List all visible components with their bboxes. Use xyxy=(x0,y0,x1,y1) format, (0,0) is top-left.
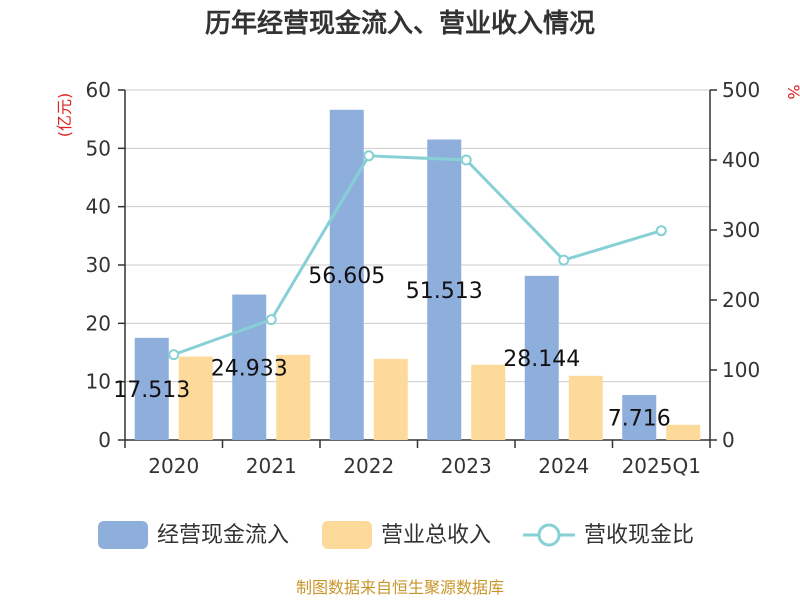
ratio-point xyxy=(363,150,375,162)
left-axis-tick-label: 20 xyxy=(86,311,111,335)
right-axis-tick-label: 200 xyxy=(722,288,760,312)
chart-title: 历年经营现金流入、营业收入情况 xyxy=(205,8,595,39)
legend[interactable]: 经营现金流入 营业总收入 营收现金比 xyxy=(98,521,694,549)
x-axis-tick-label: 2023 xyxy=(441,454,492,478)
data-labels: 17.513 24.933 56.605 51.513 28.144 7.716 xyxy=(113,264,670,432)
bar-revenue xyxy=(471,364,506,440)
grid-lines xyxy=(125,89,710,383)
bar-cash-inflow xyxy=(524,275,559,440)
legend-item-ratio[interactable]: 营收现金比 xyxy=(523,523,694,548)
left-axis-tick-label: 50 xyxy=(86,136,111,160)
right-axis-tick-label: 500 xyxy=(722,78,760,102)
ratio-point xyxy=(265,314,277,326)
bars xyxy=(134,109,701,440)
bar-revenue xyxy=(276,354,311,440)
left-axis-unit: (亿元) xyxy=(55,93,74,138)
x-axis-tick-label: 2024 xyxy=(538,454,589,478)
right-axis-tick-label: 300 xyxy=(722,218,760,242)
bar-cash-inflow xyxy=(329,109,364,440)
right-axis: 0 100 200 300 400 500 xyxy=(709,78,760,452)
legend-item-revenue[interactable]: 营业总收入 xyxy=(322,521,491,549)
data-label-cash-inflow: 51.513 xyxy=(406,279,483,304)
data-label-cash-inflow: 17.513 xyxy=(113,378,190,403)
data-label-cash-inflow: 7.716 xyxy=(608,406,671,431)
ratio-line-path xyxy=(173,154,662,357)
legend-marker-ratio xyxy=(537,523,561,547)
right-axis-tick-label: 400 xyxy=(722,148,760,172)
bar-cash-inflow xyxy=(134,337,169,440)
ratio-point xyxy=(558,254,570,266)
left-axis-tick-label: 40 xyxy=(86,195,111,219)
bar-revenue xyxy=(568,375,603,440)
right-axis-unit: % xyxy=(784,84,800,99)
left-axis-tick-label: 10 xyxy=(86,370,111,394)
x-axis-tick-label: 2020 xyxy=(148,454,199,478)
bar-revenue xyxy=(373,358,408,440)
x-axis-tick-label: 2025Q1 xyxy=(622,454,701,478)
source-note: 制图数据来自恒生聚源数据库 xyxy=(296,578,504,597)
x-axis: 2020 2021 2022 2023 2024 2025Q1 xyxy=(124,439,711,478)
data-label-cash-inflow: 24.933 xyxy=(211,356,288,381)
left-axis: 0 10 20 30 40 50 60 xyxy=(86,78,126,452)
legend-swatch-cash-inflow xyxy=(98,521,148,549)
bar-revenue xyxy=(178,356,213,440)
legend-item-cash-inflow[interactable]: 经营现金流入 xyxy=(98,521,289,549)
left-axis-tick-label: 30 xyxy=(86,253,111,277)
legend-label-revenue: 营业总收入 xyxy=(381,523,491,548)
data-label-cash-inflow: 56.605 xyxy=(308,264,385,289)
bar-cash-inflow xyxy=(622,394,657,440)
ratio-point xyxy=(460,154,472,166)
left-axis-tick-label: 60 xyxy=(86,78,111,102)
ratio-line xyxy=(168,150,667,361)
legend-label-cash-inflow: 经营现金流入 xyxy=(157,523,289,548)
x-axis-tick-label: 2021 xyxy=(246,454,297,478)
bar-cash-inflow xyxy=(427,139,462,440)
legend-label-ratio: 营收现金比 xyxy=(584,523,694,548)
data-label-cash-inflow: 28.144 xyxy=(503,347,580,372)
ratio-point xyxy=(168,349,180,361)
x-axis-tick-label: 2022 xyxy=(343,454,394,478)
left-axis-tick-label: 0 xyxy=(98,428,111,452)
ratio-point xyxy=(655,225,667,237)
right-axis-tick-label: 0 xyxy=(722,428,735,452)
bar-revenue xyxy=(666,424,701,440)
legend-swatch-revenue xyxy=(322,521,372,549)
right-axis-tick-label: 100 xyxy=(722,358,760,382)
bar-cash-inflow xyxy=(232,294,267,440)
